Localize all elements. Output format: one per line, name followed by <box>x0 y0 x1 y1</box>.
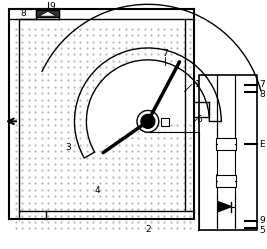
Text: 2: 2 <box>145 225 151 234</box>
Text: 6: 6 <box>197 115 202 124</box>
Bar <box>216 138 236 150</box>
Polygon shape <box>218 202 231 212</box>
Text: 7: 7 <box>162 49 168 59</box>
Bar <box>216 175 236 187</box>
Text: 8: 8 <box>20 9 26 18</box>
Bar <box>36 10 59 17</box>
Wedge shape <box>87 60 209 152</box>
Circle shape <box>141 114 155 128</box>
Text: E: E <box>259 140 265 149</box>
Text: 7: 7 <box>259 80 265 89</box>
Text: 3: 3 <box>66 143 71 152</box>
Text: 5: 5 <box>259 226 265 235</box>
Polygon shape <box>39 11 57 16</box>
Text: 9: 9 <box>50 2 56 11</box>
Bar <box>161 118 169 126</box>
Text: 1: 1 <box>194 80 200 89</box>
Text: 4: 4 <box>95 186 100 195</box>
Text: 8: 8 <box>259 90 265 99</box>
Text: 9: 9 <box>259 216 265 225</box>
